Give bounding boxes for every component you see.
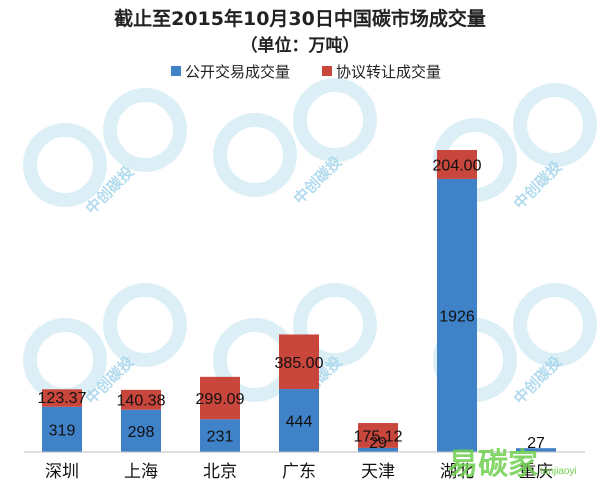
watermark-text: 中创碳投 bbox=[290, 153, 345, 208]
bar-public-2 bbox=[200, 419, 240, 452]
x-tick-label: 天津 bbox=[361, 462, 395, 482]
data-label-agreement-3: 385.00 bbox=[275, 355, 324, 372]
bars bbox=[42, 150, 556, 452]
bar-agreement-4 bbox=[358, 423, 398, 448]
bar-agreement-1 bbox=[121, 389, 161, 410]
brand-url: tanjiaoyi bbox=[540, 466, 577, 477]
bar-agreement-3 bbox=[279, 334, 319, 390]
data-label-public-4: 29 bbox=[369, 435, 387, 452]
data-label-public-2: 231 bbox=[207, 429, 234, 446]
data-label-agreement-4: 175.12 bbox=[354, 428, 403, 445]
bar-public-5 bbox=[437, 178, 477, 452]
watermark-text: 中创碳投 bbox=[510, 158, 565, 213]
bar-public-4 bbox=[358, 447, 398, 452]
x-tick-label: 上海 bbox=[124, 462, 158, 482]
legend-label-agreement: 协议转让成交量 bbox=[336, 63, 441, 81]
brand-watermark: 易碳家 bbox=[448, 447, 538, 482]
chart-subtitle: （单位：万吨） bbox=[241, 35, 360, 56]
data-label-public-5: 1926 bbox=[439, 308, 475, 325]
bar-public-1 bbox=[121, 409, 161, 452]
bar-agreement-2 bbox=[200, 376, 240, 420]
data-label-public-3: 444 bbox=[286, 414, 313, 431]
legend-label-public: 公开交易成交量 bbox=[185, 63, 290, 81]
x-tick-label: 深圳 bbox=[45, 462, 79, 482]
x-tick-label: 重庆 bbox=[519, 462, 553, 482]
bar-public-0 bbox=[42, 406, 82, 452]
chart-title: 截止至2015年10月30日中国碳市场成交量 bbox=[114, 7, 486, 30]
x-tick-label: 湖北 bbox=[440, 462, 474, 482]
bar-public-6 bbox=[516, 448, 556, 452]
data-label-agreement-0: 123.37 bbox=[38, 390, 87, 407]
legend: 公开交易成交量 协议转让成交量 bbox=[171, 63, 441, 81]
data-label-agreement-1: 140.38 bbox=[117, 393, 166, 410]
data-label-agreement-5: 204.00 bbox=[433, 157, 482, 174]
data-label-public-6: 27 bbox=[527, 435, 545, 452]
legend-swatch-public bbox=[171, 66, 181, 76]
bar-public-3 bbox=[279, 389, 319, 452]
data-label-public-0: 319 bbox=[49, 422, 76, 439]
data-label-public-1: 298 bbox=[128, 424, 155, 441]
x-axis-ticks: 深圳 上海 北京 广东 天津 湖北 重庆 bbox=[45, 462, 553, 482]
data-label-agreement-2: 299.09 bbox=[196, 391, 245, 408]
bar-agreement-0 bbox=[42, 389, 82, 407]
data-labels: 319 123.37 298 140.38 231 299.09 444 385.00 2917… bbox=[38, 157, 545, 452]
x-tick-label: 广东 bbox=[282, 462, 316, 482]
legend-swatch-agreement bbox=[322, 66, 332, 76]
x-tick-label: 北京 bbox=[203, 462, 237, 482]
bar-agreement-5 bbox=[437, 150, 477, 179]
